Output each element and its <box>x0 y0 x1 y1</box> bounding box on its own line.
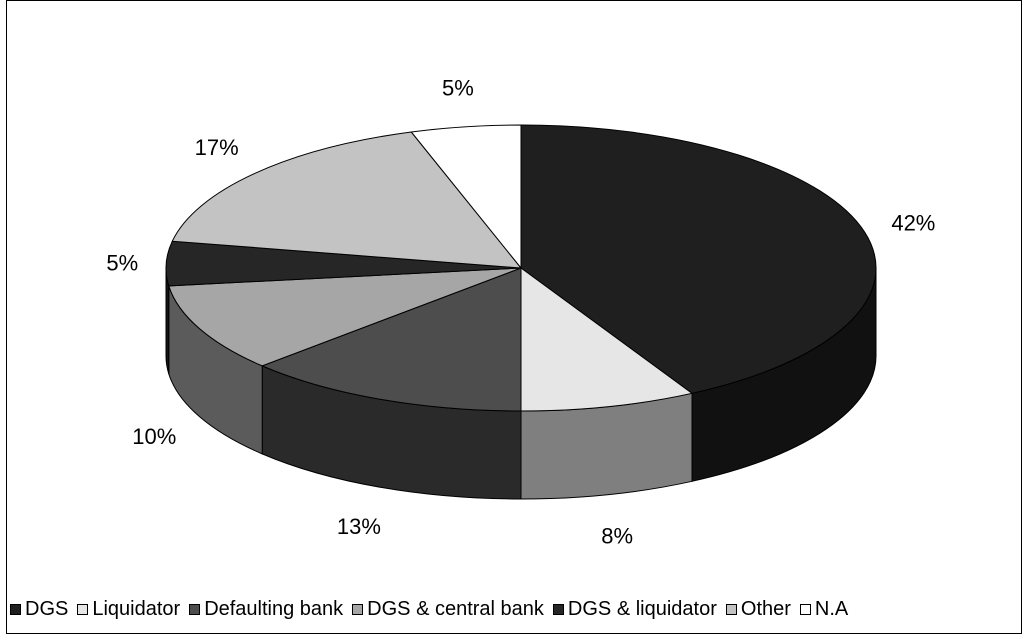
legend-swatch <box>77 603 89 615</box>
legend-swatch <box>352 603 364 615</box>
legend-item-dgs: DGS <box>10 598 68 621</box>
pie-labels: 42% 8% 13% 10% 5% 17% 5% <box>106 75 935 548</box>
legend-label: DGS & central bank <box>367 597 544 620</box>
legend-label: Other <box>740 597 791 620</box>
pie-slice-other <box>171 131 523 269</box>
legend-label: DGS & liquidator <box>567 597 717 620</box>
legend-item-dgs-liquidator: DGS & liquidator <box>552 597 717 621</box>
data-label-defaulting-bank: 13% <box>337 514 381 539</box>
legend-label: Defaulting bank <box>204 597 344 620</box>
data-label-dgs: 42% <box>891 210 935 235</box>
legend-item-defaulting-bank: Defaulting bank <box>189 598 343 621</box>
pie-slice-liquidator <box>520 267 694 412</box>
data-label-other: 17% <box>195 135 239 160</box>
pie-tops <box>165 124 877 412</box>
pie-slice-dgs-central-bank <box>168 267 522 367</box>
pie-slice-dgs <box>520 124 877 394</box>
data-label-liquidator: 8% <box>601 523 633 548</box>
legend-label: DGS <box>25 597 69 620</box>
legend-item-liquidator: Liquidator <box>77 598 180 621</box>
pie-sides <box>165 267 877 500</box>
legend-swatch <box>799 603 811 615</box>
legend-label: N.A <box>814 597 849 620</box>
legend-swatch <box>189 603 201 615</box>
legend-swatch <box>10 603 21 615</box>
data-label-n-a: 5% <box>442 75 474 100</box>
legend-swatch <box>725 603 737 615</box>
legend-swatch <box>552 603 564 615</box>
chart-frame <box>6 0 1022 634</box>
data-label-dgs-central-bank: 10% <box>132 424 176 449</box>
pie-slice-defaulting-bank <box>260 267 522 412</box>
pie-slice-n-a <box>410 124 522 270</box>
chart-legend: DGS Liquidator Defaulting bank DGS & centra… <box>10 594 857 624</box>
legend-label: Liquidator <box>92 597 181 620</box>
legend-item-dgs-central-bank: DGS & central bank <box>352 598 544 621</box>
legend-item-other: Other <box>725 597 791 621</box>
legend-item-n-a: N.A <box>799 597 849 621</box>
data-label-dgs-liquidator: 5% <box>106 250 138 275</box>
